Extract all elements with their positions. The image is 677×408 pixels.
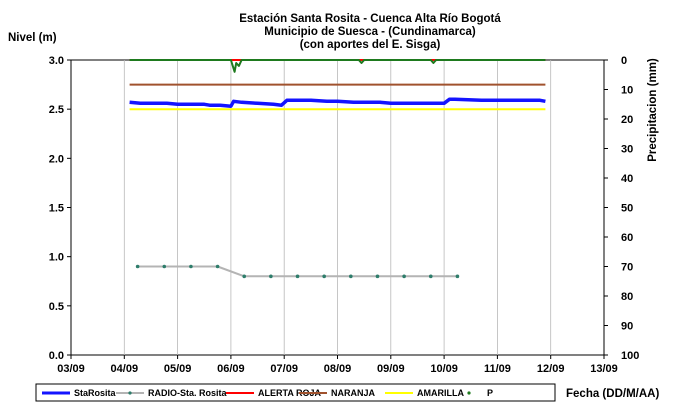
y-tick-label: 2.5	[49, 104, 64, 116]
y-axis: 0.0 0.5 1.0 1.5 2.0 2.5 3.0	[49, 55, 71, 362]
legend-label-starosita: StaRosita	[74, 388, 117, 398]
x-tick-label: 08/09	[324, 363, 352, 375]
y2-tick-label: 30	[621, 144, 633, 156]
x-tick-label: 04/09	[111, 363, 139, 375]
y-tick-label: 1.5	[49, 203, 64, 215]
x-tick-label: 12/09	[537, 363, 565, 375]
series-radio-point	[349, 274, 353, 279]
y2-tick-label: 20	[621, 114, 633, 126]
legend-label-amarilla: AMARILLA	[417, 388, 464, 398]
legend-swatch-precip	[467, 391, 471, 395]
y-tick-label: 1.0	[49, 252, 64, 264]
legend-items: StaRosita RADIO-Sta. Rosita ALERTA ROJA NAR…	[42, 388, 493, 398]
chart-title-line-2: Municipio de Suesca - (Cundinamarca)	[264, 26, 476, 38]
y2-tick-label: 70	[621, 262, 633, 274]
series-radio-point	[215, 264, 220, 269]
x-tick-label: 10/09	[430, 363, 458, 375]
chart-title-line-3: (con aportes del E. Sisga)	[300, 39, 441, 51]
y-tick-label: 0.5	[49, 301, 64, 313]
series	[129, 59, 546, 279]
series-radio-point	[295, 274, 300, 279]
y2-tick-label: 40	[621, 173, 633, 185]
y-axis-title: Nivel (m)	[8, 32, 57, 44]
x-tick-label: 09/09	[377, 363, 405, 375]
series-starosita-line	[129, 97, 546, 108]
legend-label-alerta_roja: ALERTA ROJA	[258, 388, 322, 398]
series-radio-point	[189, 264, 193, 269]
x-tick-label: 06/09	[217, 363, 245, 375]
chart-title-line-1: Estación Santa Rosita - Cuenca Alta Río …	[239, 13, 501, 25]
series-radio-point	[455, 274, 460, 279]
legend-swatch-radio-marker	[128, 391, 132, 395]
series-radio-point	[375, 274, 380, 279]
y2-tick-label: 100	[621, 350, 639, 362]
x-tick-label: 11/09	[484, 363, 511, 375]
series-radio-point	[162, 264, 167, 269]
x-axis-title: Fecha (DD/M/AA)	[566, 388, 659, 400]
x-axis: 03/09 04/09 05/09 06/09 07/09 08/09 09/09 10/09…	[57, 355, 618, 375]
series-radio-point	[322, 274, 326, 279]
y2-tick-label: 10	[621, 85, 633, 97]
y2-tick-label: 0	[621, 55, 627, 67]
y-tick-label: 3.0	[49, 55, 64, 67]
y2-tick-label: 50	[621, 203, 633, 215]
series-radio-point	[242, 274, 247, 279]
series-precip-line	[129, 59, 546, 73]
y-tick-label: 2.0	[49, 153, 64, 165]
legend	[35, 383, 556, 402]
y2-axis-title: Precipitacion (mm)	[647, 58, 659, 162]
x-tick-label: 03/09	[57, 363, 85, 375]
series-radio-point	[135, 264, 140, 269]
series-radio-point	[402, 274, 406, 279]
legend-label-precip: P	[487, 388, 493, 398]
x-tick-label: 13/09	[590, 363, 618, 375]
legend-label-radio: RADIO-Sta. Rosita	[148, 388, 228, 398]
legend-label-naranja: NARANJA	[331, 388, 376, 398]
y2-tick-label: 90	[621, 321, 633, 333]
series-radio-point	[269, 274, 273, 279]
series-radio-point	[428, 274, 433, 279]
y-tick-label: 0.0	[49, 350, 64, 362]
y2-tick-label: 60	[621, 232, 633, 244]
y2-tick-label: 80	[621, 291, 633, 303]
x-tick-label: 07/09	[270, 363, 298, 375]
x-tick-label: 05/09	[164, 363, 192, 375]
